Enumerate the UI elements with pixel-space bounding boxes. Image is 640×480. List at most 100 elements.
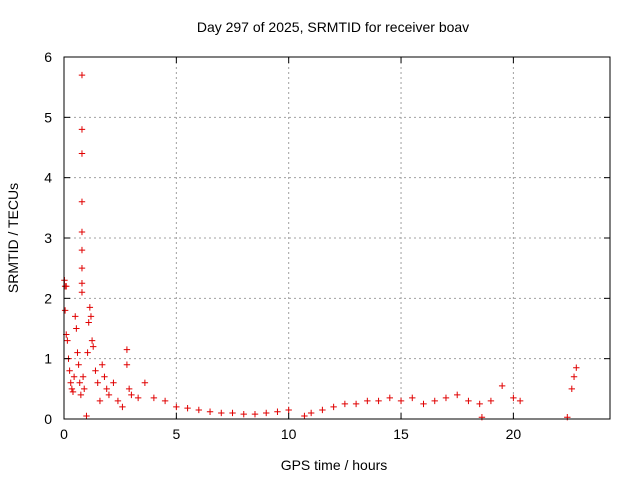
x-axis-label: GPS time / hours [281,457,388,473]
data-point [86,304,94,311]
y-tick-label: 1 [44,351,52,367]
data-point [78,126,86,133]
data-series [61,71,580,421]
data-point [498,382,506,390]
data-point [301,412,308,420]
series-srmtid [61,71,580,421]
data-point [96,397,104,405]
data-point [330,403,337,411]
data-point [67,379,74,386]
data-point [516,397,524,405]
data-point [87,313,95,320]
data-point [263,409,270,417]
y-tick-label: 6 [44,49,52,65]
data-point [77,391,85,399]
data-point [88,337,96,344]
data-point [341,400,349,408]
data-point [251,410,259,418]
data-point [90,343,97,350]
x-tick-label: 20 [506,426,522,442]
data-point [105,391,113,399]
data-point [319,406,326,414]
y-tick-label: 2 [44,290,52,306]
data-point [420,400,427,408]
x-tick-label: 15 [393,426,409,442]
data-point [92,367,99,374]
data-point [110,379,117,386]
data-point [454,391,461,399]
data-point [240,410,247,418]
data-point [78,246,86,254]
data-point [573,364,580,371]
y-tick-label: 4 [44,170,52,186]
data-point [79,373,87,380]
data-point [375,397,382,405]
data-point [274,408,281,415]
data-point [74,349,81,356]
data-point [397,397,405,405]
data-point [78,228,86,236]
data-point [364,397,371,405]
data-point [78,280,86,287]
data-point [83,412,90,420]
data-point [487,397,495,405]
data-point [78,289,86,296]
data-point [81,385,88,393]
data-point [134,394,142,402]
data-point [103,385,110,393]
data-point [184,404,191,412]
data-point [72,313,79,320]
axes: 0 5 10 15 20 0 1 2 3 4 5 6 [44,49,610,442]
y-axis-label: SRMTID / TECUs [5,183,21,293]
data-point [78,264,86,272]
data-point [101,373,108,380]
data-point [85,319,92,326]
data-point [98,361,106,368]
data-point [307,409,315,417]
data-point [61,307,69,314]
data-point [386,394,394,402]
y-tick-label: 3 [44,230,52,246]
data-point [218,409,225,417]
data-point [78,71,86,79]
data-point [78,198,86,205]
data-point [465,397,472,405]
data-point [229,409,236,417]
data-point [409,394,416,402]
data-point [206,408,214,415]
data-point [64,337,71,344]
data-point [123,346,131,353]
data-point [73,325,80,332]
data-point [68,385,76,393]
data-point [119,403,126,411]
data-point [161,397,169,405]
data-point [78,150,86,157]
x-tick-label: 5 [172,426,180,442]
data-point [66,367,73,374]
data-point [75,361,82,368]
x-tick-label: 10 [281,426,297,442]
data-point [476,400,483,408]
data-point [352,400,360,408]
chart-title: Day 297 of 2025, SRMTID for receiver boa… [197,19,469,35]
data-point [123,361,131,368]
data-point [442,394,450,402]
data-point [150,394,158,402]
data-point [84,349,91,356]
data-point [125,385,133,393]
data-point [510,394,517,402]
data-point [141,379,149,386]
x-tick-label: 0 [60,426,68,442]
y-tick-label: 0 [44,411,52,427]
data-point [570,373,578,380]
data-point [69,388,77,396]
data-point [285,406,292,414]
y-tick-label: 5 [44,109,52,125]
data-point [431,397,438,405]
data-point [76,379,83,386]
data-point [114,397,122,405]
data-point [128,391,135,399]
data-point [173,403,180,411]
grid-lines [64,57,610,419]
data-point [94,379,101,386]
